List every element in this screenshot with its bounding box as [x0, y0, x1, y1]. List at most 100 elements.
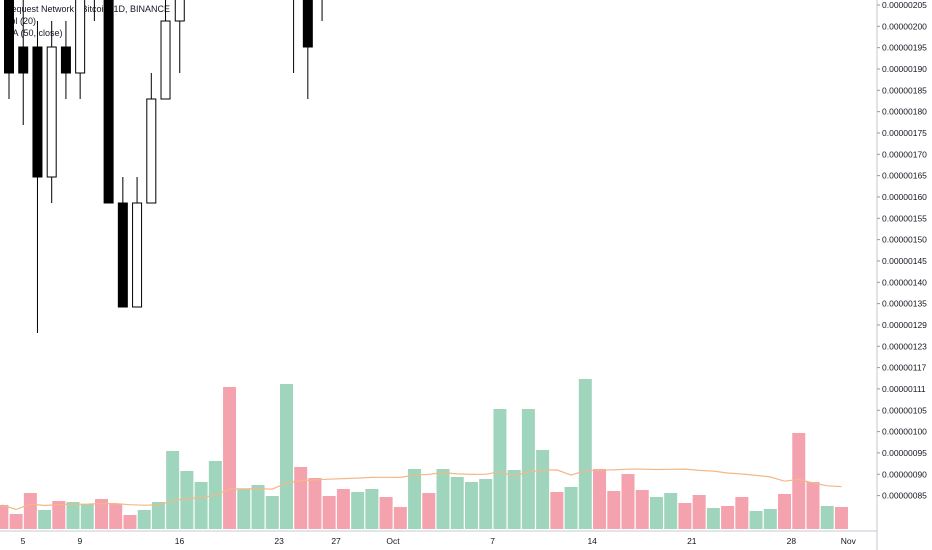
x-tick-label: 28 — [787, 536, 797, 546]
y-tick-label: 0.00000185 — [882, 85, 927, 95]
volume-bar — [464, 482, 478, 529]
chart-legend: Request Network / Bitcoin, 1D, BINANCE V… — [5, 3, 170, 39]
x-tick-label: 7 — [490, 536, 495, 546]
volume-bar — [408, 469, 422, 529]
candle — [132, 177, 143, 308]
candle — [160, 0, 171, 100]
y-tick-label: 0.00000205 — [882, 0, 927, 10]
volume-bar — [834, 507, 848, 529]
x-tick-label: 16 — [175, 536, 185, 546]
y-tick-label: 0.00000085 — [882, 491, 927, 501]
x-tick-label: 23 — [274, 536, 284, 546]
volume-bar — [365, 489, 379, 529]
volume-bar — [393, 507, 407, 529]
candle-body — [4, 0, 14, 74]
volume-bar — [550, 492, 564, 529]
volume-bar — [351, 492, 365, 529]
x-tick-label: 5 — [21, 536, 26, 546]
x-tick-label: Oct — [386, 536, 400, 546]
y-tick-label: 0.00000129 — [882, 320, 927, 330]
y-tick-label: 0.00000175 — [882, 128, 927, 138]
y-tick-label: 0.00000160 — [882, 192, 927, 202]
y-tick-label: 0.00000100 — [882, 427, 927, 437]
volume-bar — [678, 503, 692, 529]
volume-bar — [820, 506, 834, 529]
volume-bar — [66, 502, 80, 529]
volume-bar — [151, 502, 165, 529]
volume-bar — [9, 514, 23, 529]
volume-bar — [251, 485, 265, 529]
y-tick-label: 0.00000190 — [882, 64, 927, 74]
y-tick-label: 0.00000180 — [882, 107, 927, 117]
volume-bar — [308, 478, 322, 529]
legend-title: Request Network / Bitcoin, 1D, BINANCE — [5, 4, 171, 14]
candle-body — [46, 46, 57, 178]
legend-ma: MA (50, close) — [5, 28, 63, 38]
volume-bar — [778, 494, 792, 529]
legend-volume: Vol (20) — [5, 16, 37, 26]
volume-bar — [706, 508, 720, 529]
volume-bar — [621, 474, 635, 529]
volume-bar — [52, 501, 66, 529]
volume-ma-line — [1, 468, 842, 511]
candle-body — [60, 46, 71, 74]
x-tick-label: 21 — [687, 536, 697, 546]
y-tick-label: 0.00000105 — [882, 405, 927, 415]
y-tick-label: 0.00000165 — [882, 171, 927, 181]
volume-bar — [635, 490, 649, 529]
candle — [174, 0, 185, 73]
volume-bar — [649, 497, 663, 529]
moving-averages — [1, 468, 842, 511]
volume-bar — [564, 487, 578, 529]
candle — [293, 0, 295, 73]
candle — [321, 0, 323, 21]
candle-body — [174, 0, 185, 22]
volume-bar — [450, 477, 464, 529]
x-tick-label: 14 — [587, 536, 597, 546]
volume-bar — [23, 493, 37, 529]
candle-body — [103, 0, 114, 204]
candle-body — [160, 20, 171, 100]
volume-bar — [80, 504, 94, 529]
volume-bar — [792, 433, 806, 529]
volume-bar — [166, 451, 180, 529]
candle — [32, 21, 43, 333]
x-tick-label: Nov — [841, 536, 857, 546]
candles — [4, 0, 323, 333]
volume-bar — [265, 496, 279, 529]
candle — [117, 177, 128, 308]
volume-bar — [721, 506, 735, 529]
x-tick-label: 9 — [78, 536, 83, 546]
volume-bar — [109, 504, 123, 529]
volume-bar — [578, 379, 592, 529]
volume-bar — [279, 384, 293, 529]
y-tick-label: 0.00000095 — [882, 448, 927, 458]
candle — [75, 0, 86, 99]
y-tick-label: 0.00000135 — [882, 299, 927, 309]
candle-body — [18, 46, 29, 74]
volume-bar — [493, 409, 507, 529]
volume-bar — [0, 505, 9, 529]
candle — [302, 0, 313, 99]
candle — [103, 0, 114, 204]
y-tick-label: 0.00000145 — [882, 256, 927, 266]
candle — [60, 21, 71, 99]
candle-body — [117, 202, 128, 308]
volume-bar — [123, 515, 137, 529]
x-tick-label: 27 — [331, 536, 341, 546]
volume-bar — [479, 479, 493, 529]
volume-bar — [379, 497, 393, 529]
candle — [4, 0, 14, 99]
volume-bar — [735, 497, 749, 529]
y-tick-label: 0.00000170 — [882, 149, 927, 159]
volume-bar — [322, 496, 336, 529]
volume-bar — [664, 493, 678, 529]
candle-body — [302, 0, 313, 48]
volume-bar — [607, 491, 621, 529]
y-tick-label: 0.00000195 — [882, 43, 927, 53]
volume-bar — [521, 409, 535, 529]
volume-bar — [94, 499, 108, 529]
volume-bar — [194, 482, 208, 529]
candle-body — [132, 202, 143, 308]
